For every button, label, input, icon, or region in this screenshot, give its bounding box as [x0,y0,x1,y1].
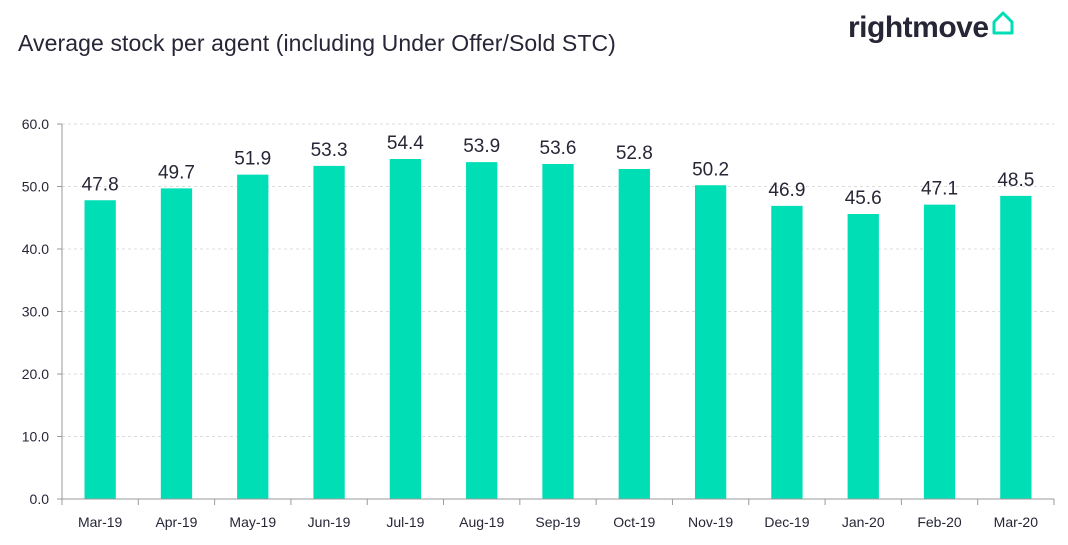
bar [84,200,116,499]
axes: 0.0 10.0 20.0 30.0 40.0 50.0 60.0 Mar-19 Apr-19 M… [22,116,1055,530]
x-tick-label: Apr-19 [155,514,197,530]
data-label: 47.8 [82,174,119,195]
data-label: 50.2 [692,159,729,180]
data-label: 47.1 [921,179,958,200]
data-label: 46.9 [768,180,805,201]
brand-name: rightmove [848,11,989,44]
house-outline-icon [992,11,1014,35]
x-tick-label: Jun-19 [308,514,351,530]
x-tick-label: Oct-19 [613,514,655,530]
data-label: 49.7 [158,162,195,183]
bar [847,214,879,499]
x-tick-label: May-19 [229,514,276,530]
bar [923,204,956,499]
y-tick-label: 60.0 [22,116,49,132]
bar [313,165,345,499]
x-tick-label: Nov-19 [688,514,733,530]
y-tick-label: 40.0 [22,241,49,257]
bar [694,185,727,499]
bar [542,164,574,499]
bar [160,188,193,499]
bar [618,169,650,499]
chart-title: Average stock per agent (including Under… [18,30,616,56]
y-tick-label: 20.0 [22,366,49,382]
data-label: 51.9 [234,149,271,170]
y-tick-label: 30.0 [22,304,49,320]
y-tick-label: 10.0 [22,429,49,445]
x-tick-label: Dec-19 [764,514,809,530]
x-tick-label: Mar-20 [994,514,1039,530]
x-tick-label: Mar-19 [78,514,123,530]
data-labels: 47.8 49.7 51.9 53.3 54.4 53.9 53.6 52.8 50.2 46.9… [82,133,1035,209]
bar [466,162,498,499]
data-label: 53.3 [311,140,348,161]
x-tick-label: Jan-20 [842,514,885,530]
x-tick-label: Jul-19 [386,514,424,530]
data-label: 45.6 [845,188,882,209]
x-tick-label: Aug-19 [459,514,504,530]
y-tick-label: 0.0 [30,491,50,507]
bars [84,159,1032,499]
bar [771,205,803,499]
data-label: 53.9 [463,136,500,157]
bar [237,174,269,499]
bar [1000,195,1032,499]
x-tick-label: Sep-19 [535,514,580,530]
x-tick-label: Feb-20 [917,514,962,530]
data-label: 53.6 [540,138,577,159]
data-label: 54.4 [387,133,424,154]
y-tick-label: 50.0 [22,179,49,195]
data-label: 48.5 [997,170,1034,191]
bar [389,159,422,499]
rightmove-logo: rightmove [848,8,1015,48]
data-label: 52.8 [616,143,653,164]
